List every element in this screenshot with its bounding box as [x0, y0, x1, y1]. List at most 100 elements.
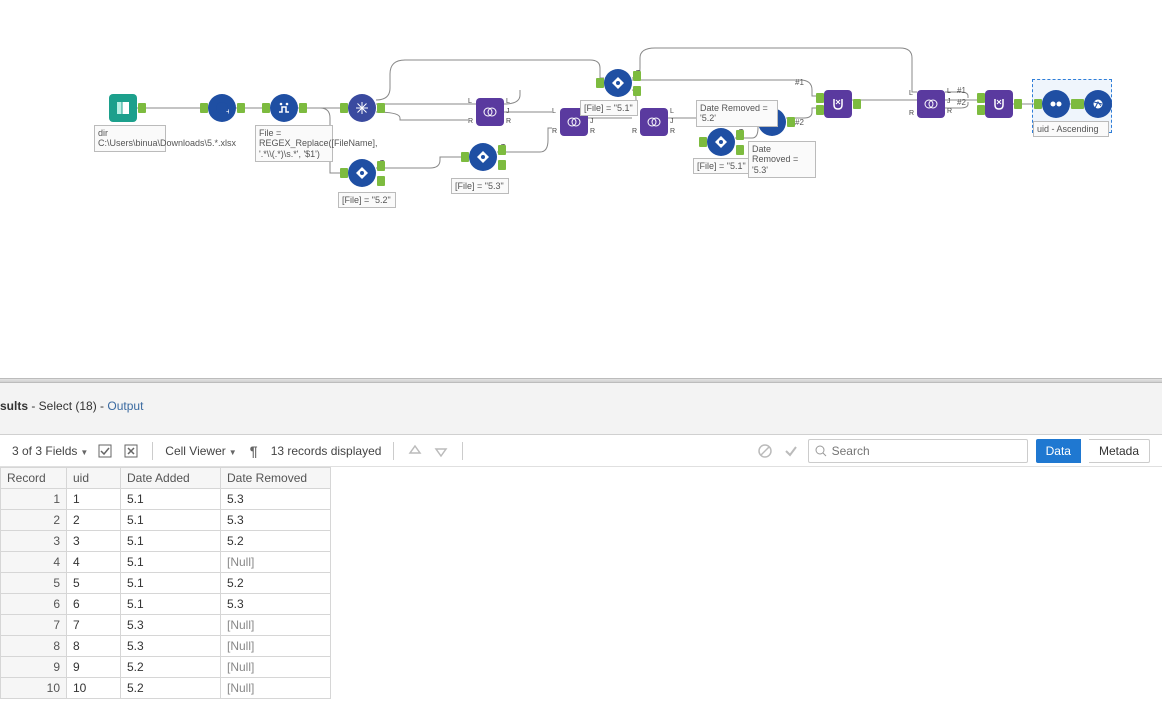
union-tool-1[interactable]	[824, 90, 852, 118]
grid-cell[interactable]: 5.2	[121, 657, 221, 678]
join-tool-1[interactable]	[476, 98, 504, 126]
grid-cell[interactable]: [Null]	[221, 657, 331, 678]
clear-icon[interactable]	[122, 442, 140, 460]
grid-cell[interactable]: 9	[1, 657, 67, 678]
port-anchor[interactable]	[816, 105, 824, 115]
select-fields-tool[interactable]	[1042, 90, 1070, 118]
workflow-canvas[interactable]: + T F T F T F	[0, 0, 1162, 378]
port-anchor[interactable]	[262, 103, 270, 113]
grid-cell[interactable]: 10	[67, 678, 121, 699]
dynamic-input-tool[interactable]: +	[208, 94, 236, 122]
port-anchor[interactable]	[736, 130, 744, 140]
grid-cell[interactable]: 3	[67, 531, 121, 552]
search-box[interactable]	[808, 439, 1028, 463]
grid-cell[interactable]: 5	[67, 573, 121, 594]
port-anchor[interactable]	[853, 99, 861, 109]
grid-cell[interactable]: 1	[1, 489, 67, 510]
results-title-output[interactable]: Output	[107, 399, 143, 413]
table-row[interactable]: 885.3[Null]	[1, 636, 331, 657]
grid-cell[interactable]: 4	[1, 552, 67, 573]
grid-cell[interactable]: 5.3	[221, 489, 331, 510]
filter-tool-4[interactable]	[707, 128, 735, 156]
grid-cell[interactable]: 6	[67, 594, 121, 615]
grid-cell[interactable]: 5.2	[121, 678, 221, 699]
grid-col-header[interactable]: Record	[1, 468, 67, 489]
fields-dropdown[interactable]: 3 of 3 Fields▼	[12, 444, 88, 458]
port-anchor[interactable]	[787, 117, 795, 127]
filter-tool-1[interactable]	[348, 159, 376, 187]
cell-viewer-dropdown[interactable]: Cell Viewer▼	[165, 444, 236, 458]
table-row[interactable]: 115.15.3	[1, 489, 331, 510]
grid-cell[interactable]: [Null]	[221, 552, 331, 573]
port-anchor[interactable]	[736, 145, 744, 155]
port-anchor[interactable]	[377, 161, 385, 171]
grid-cell[interactable]: 5.1	[121, 594, 221, 615]
port-anchor[interactable]	[699, 137, 707, 147]
port-anchor[interactable]	[237, 103, 245, 113]
arrow-down-icon[interactable]	[432, 442, 450, 460]
grid-cell[interactable]: 8	[1, 636, 67, 657]
port-anchor[interactable]	[1034, 99, 1042, 109]
paragraph-icon[interactable]: ¶	[245, 442, 263, 460]
apply-icon[interactable]	[782, 442, 800, 460]
grid-cell[interactable]: 5.1	[121, 552, 221, 573]
grid-cell[interactable]: 8	[67, 636, 121, 657]
grid-cell[interactable]: 5.3	[121, 615, 221, 636]
grid-cell[interactable]: 5.1	[121, 489, 221, 510]
grid-cell[interactable]: 3	[1, 531, 67, 552]
formula-tool-1[interactable]	[270, 94, 298, 122]
grid-cell[interactable]: 5.3	[221, 594, 331, 615]
table-row[interactable]: 555.15.2	[1, 573, 331, 594]
grid-cell[interactable]: 5.1	[121, 531, 221, 552]
port-anchor[interactable]	[977, 93, 985, 103]
grid-cell[interactable]: 2	[67, 510, 121, 531]
port-anchor[interactable]	[461, 152, 469, 162]
grid-cell[interactable]: 5.3	[221, 510, 331, 531]
join-tool-3[interactable]	[640, 108, 668, 136]
arrow-up-icon[interactable]	[406, 442, 424, 460]
grid-col-header[interactable]: uid	[67, 468, 121, 489]
search-input[interactable]	[832, 444, 1021, 458]
grid-cell[interactable]: 5.2	[221, 573, 331, 594]
results-grid[interactable]: RecorduidDate AddedDate Removed 115.15.3…	[0, 467, 331, 699]
tab-data[interactable]: Data	[1036, 439, 1081, 463]
grid-cell[interactable]: 5.3	[121, 636, 221, 657]
port-anchor[interactable]	[633, 86, 641, 96]
filter-tool-3[interactable]	[604, 69, 632, 97]
table-row[interactable]: 775.3[Null]	[1, 615, 331, 636]
table-row[interactable]: 445.1[Null]	[1, 552, 331, 573]
port-anchor[interactable]	[596, 78, 604, 88]
port-anchor[interactable]	[138, 103, 146, 113]
join-tool-4[interactable]	[917, 90, 945, 118]
grid-cell[interactable]: 4	[67, 552, 121, 573]
grid-cell[interactable]: 5.1	[121, 573, 221, 594]
port-anchor[interactable]	[816, 93, 824, 103]
port-anchor[interactable]	[200, 103, 208, 113]
grid-cell[interactable]: [Null]	[221, 615, 331, 636]
port-anchor[interactable]	[1076, 99, 1084, 109]
no-entry-icon[interactable]	[756, 442, 774, 460]
table-row[interactable]: 225.15.3	[1, 510, 331, 531]
check-icon[interactable]	[96, 442, 114, 460]
grid-cell[interactable]: 6	[1, 594, 67, 615]
tab-metadata[interactable]: Metada	[1089, 439, 1150, 463]
table-row[interactable]: 10105.2[Null]	[1, 678, 331, 699]
port-anchor[interactable]	[299, 103, 307, 113]
grid-cell[interactable]: [Null]	[221, 678, 331, 699]
browse-tool[interactable]	[1084, 90, 1112, 118]
grid-cell[interactable]: 5.2	[221, 531, 331, 552]
filter-tool-2[interactable]	[469, 143, 497, 171]
port-anchor[interactable]	[498, 160, 506, 170]
port-anchor[interactable]	[340, 168, 348, 178]
port-anchor[interactable]	[1014, 99, 1022, 109]
grid-cell[interactable]: 1	[67, 489, 121, 510]
grid-col-header[interactable]: Date Added	[121, 468, 221, 489]
select-tool[interactable]	[348, 94, 376, 122]
table-row[interactable]: 335.15.2	[1, 531, 331, 552]
table-row[interactable]: 995.2[Null]	[1, 657, 331, 678]
grid-cell[interactable]: 10	[1, 678, 67, 699]
grid-cell[interactable]: 7	[1, 615, 67, 636]
union-tool-2[interactable]	[985, 90, 1013, 118]
grid-cell[interactable]: 9	[67, 657, 121, 678]
port-anchor[interactable]	[377, 176, 385, 186]
